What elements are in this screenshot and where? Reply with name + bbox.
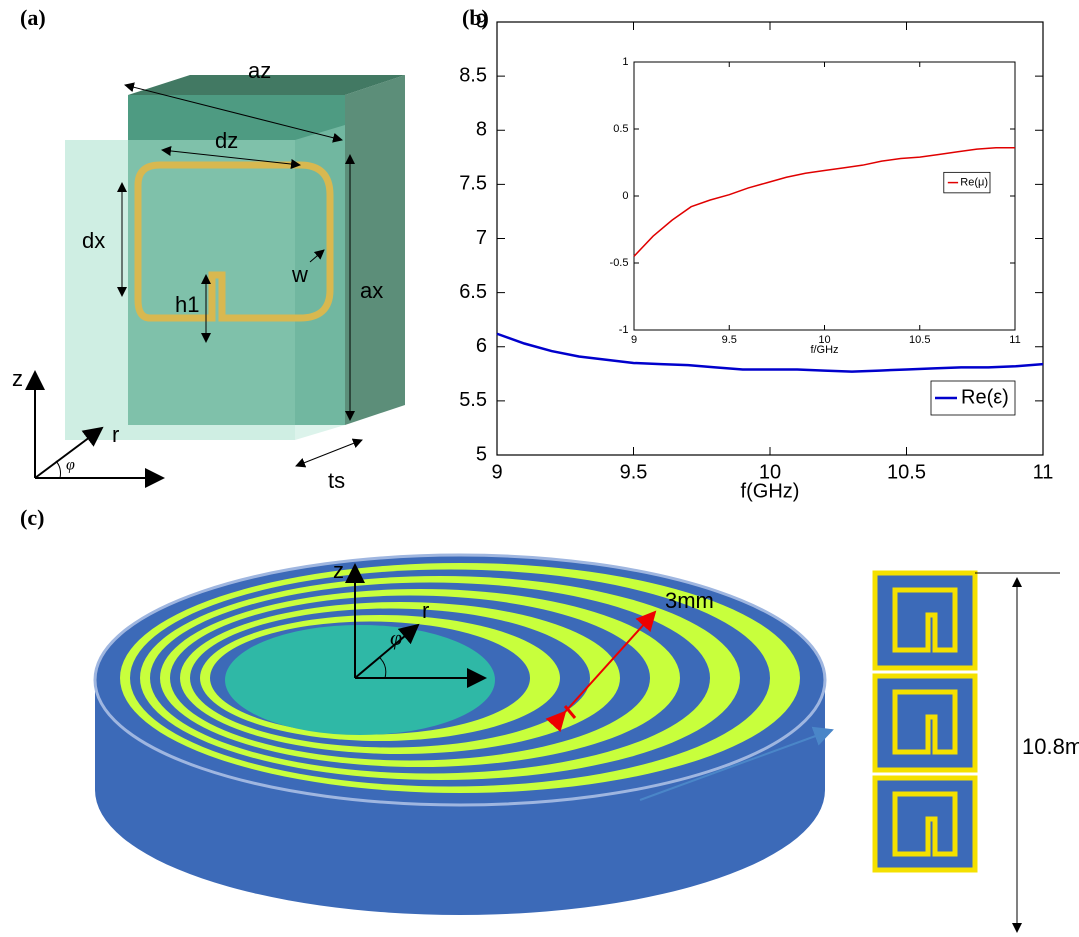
y-tick-label: 6: [476, 335, 487, 357]
y-tick-label: 0.5: [613, 123, 628, 135]
x-tick-label: 9: [631, 334, 637, 346]
dim-label: dz: [215, 128, 238, 153]
axis-label: r: [422, 598, 429, 623]
y-tick-label: -1: [619, 324, 629, 336]
panel-label: (c): [20, 505, 44, 530]
y-tick-label: 5.5: [459, 389, 487, 411]
y-tick-label: -0.5: [610, 257, 629, 269]
dim-label: az: [248, 58, 271, 83]
dim-label: h1: [175, 292, 199, 317]
x-tick-label: 11: [1009, 334, 1020, 346]
axis-label: z: [333, 558, 344, 583]
figure: (a) az dz dx w h1 ax ts z r φ: [0, 0, 1079, 937]
x-tick-label: 9.5: [620, 461, 648, 483]
dim-label: 3mm: [665, 588, 714, 613]
legend-label: Re(ε): [961, 386, 1009, 408]
dim-label: dx: [82, 228, 105, 253]
x-tick-label: 9.5: [722, 334, 737, 346]
y-tick-label: 1: [622, 56, 628, 68]
y-tick-label: 0: [622, 190, 628, 202]
x-tick-label: 9: [491, 461, 502, 483]
y-tick-label: 7.5: [459, 173, 487, 195]
y-tick-label: 5: [476, 443, 487, 465]
y-tick-label: 9: [476, 10, 487, 32]
disk-diagram: (c) z r φ 3mm 10.8mm: [20, 505, 1079, 932]
plot-area: [634, 62, 1015, 330]
dim-label: ax: [360, 278, 383, 303]
y-tick-label: 8.5: [459, 64, 487, 86]
dim-label: ts: [328, 468, 345, 493]
axis-label: φ: [66, 457, 75, 474]
x-axis-title: f(GHz): [741, 480, 800, 502]
x-tick-label: 10.5: [909, 334, 930, 346]
y-tick-label: 7: [476, 227, 487, 249]
x-tick-label: 11: [1033, 461, 1054, 483]
y-tick-label: 6.5: [459, 281, 487, 303]
axis-label: z: [12, 366, 23, 391]
x-axis-title: f/GHz: [810, 344, 838, 356]
dim-label: w: [291, 262, 308, 287]
x-tick-label: 10.5: [887, 461, 926, 483]
dim-label: 10.8mm: [1022, 734, 1079, 759]
unit-cell-diagram: (a) az dz dx w h1 ax ts z r φ: [12, 5, 405, 493]
axis-label: r: [112, 422, 119, 447]
y-tick-label: 8: [476, 119, 487, 141]
axis-label: φ: [390, 625, 402, 650]
panel-label: (a): [20, 5, 46, 30]
legend-label: Re(μ): [960, 177, 988, 189]
